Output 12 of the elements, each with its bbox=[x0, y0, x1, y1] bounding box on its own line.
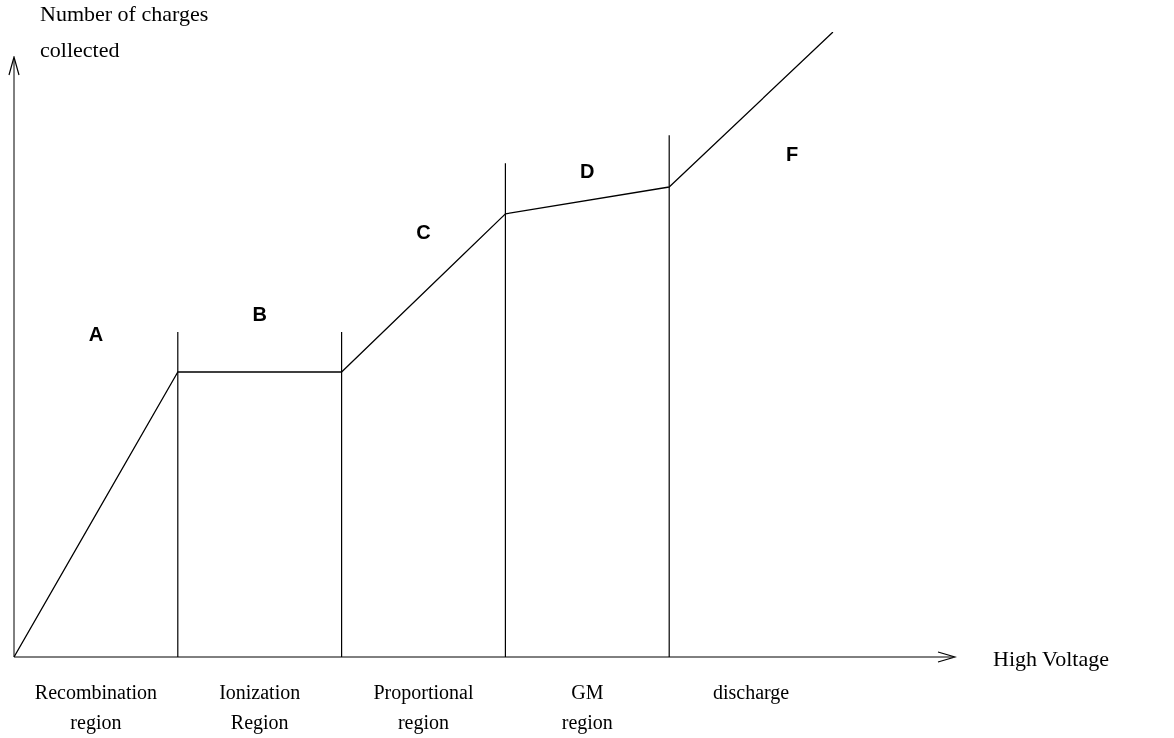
x-tick-label: GM region bbox=[561, 681, 613, 735]
x-tick-label: Recombination region bbox=[34, 681, 157, 735]
y-axis-title: Number of charges collected bbox=[40, 0, 209, 62]
x-tick-label: Ionization Region bbox=[219, 681, 301, 735]
annotation: B bbox=[252, 302, 267, 325]
annotation: A bbox=[88, 322, 104, 345]
text: High Voltage bbox=[993, 645, 1109, 671]
x-tick-label: Proportional region bbox=[373, 681, 474, 735]
x-tick-label: discharge bbox=[712, 681, 790, 705]
annotation: D bbox=[580, 159, 595, 182]
annotation: C bbox=[416, 220, 431, 243]
annotation: F bbox=[785, 142, 799, 165]
